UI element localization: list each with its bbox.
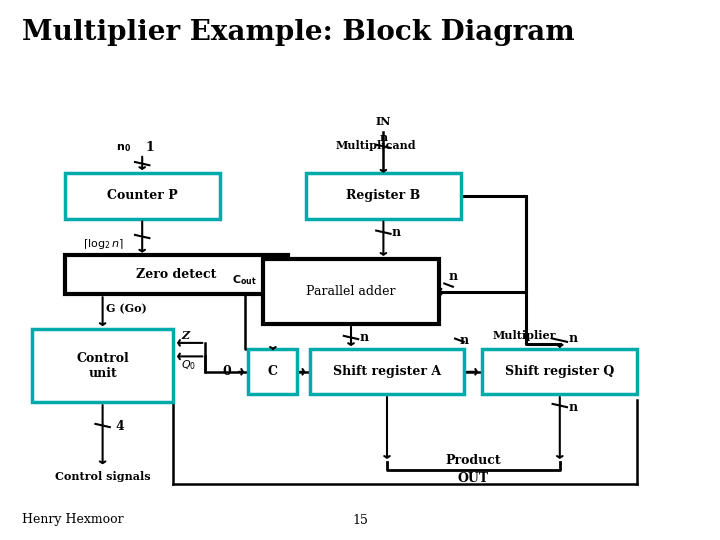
- Text: Product: Product: [446, 454, 501, 467]
- Text: n: n: [459, 334, 469, 347]
- Bar: [65, 173, 220, 219]
- Text: OUT: OUT: [458, 472, 489, 485]
- Text: Shift register Q: Shift register Q: [505, 365, 614, 379]
- Text: Control signals: Control signals: [55, 471, 150, 482]
- Text: Z: Z: [181, 330, 189, 341]
- Text: Henry Hexmoor: Henry Hexmoor: [22, 514, 123, 526]
- Text: $\mathbf{n_0}$: $\mathbf{n_0}$: [117, 142, 132, 154]
- Bar: [306, 173, 461, 219]
- Text: 4: 4: [115, 420, 125, 433]
- Text: Zero detect: Zero detect: [136, 268, 217, 281]
- Text: $\lceil \log_2 n \rceil$: $\lceil \log_2 n \rceil$: [83, 237, 124, 251]
- Text: $Q_0$: $Q_0$: [181, 358, 197, 372]
- Text: n: n: [379, 132, 387, 143]
- Text: n: n: [449, 271, 458, 284]
- Text: IN: IN: [376, 116, 391, 127]
- Text: Counter P: Counter P: [107, 189, 178, 202]
- Text: Control
unit: Control unit: [76, 352, 129, 380]
- Text: G (Go): G (Go): [107, 303, 147, 314]
- Text: Shift register A: Shift register A: [333, 365, 441, 379]
- Text: C: C: [268, 365, 278, 379]
- Text: n: n: [569, 332, 577, 345]
- Text: Parallel adder: Parallel adder: [306, 285, 396, 298]
- Text: Multiplicand: Multiplicand: [336, 140, 416, 151]
- Text: 15: 15: [352, 514, 368, 526]
- Bar: [263, 259, 439, 324]
- Text: 0: 0: [222, 365, 231, 379]
- Bar: [65, 255, 288, 294]
- Text: Multiplier Example: Block Diagram: Multiplier Example: Block Diagram: [22, 19, 575, 46]
- Text: Register B: Register B: [346, 189, 420, 202]
- Text: n: n: [360, 331, 369, 344]
- Text: $\mathbf{C_{out}}$: $\mathbf{C_{out}}$: [232, 273, 256, 287]
- Text: 1: 1: [145, 141, 155, 154]
- Bar: [248, 349, 297, 394]
- Bar: [310, 349, 464, 394]
- Text: n: n: [392, 226, 401, 239]
- Text: Multiplier: Multiplier: [492, 330, 557, 341]
- Bar: [32, 329, 173, 402]
- Bar: [482, 349, 637, 394]
- Text: n: n: [569, 401, 577, 414]
